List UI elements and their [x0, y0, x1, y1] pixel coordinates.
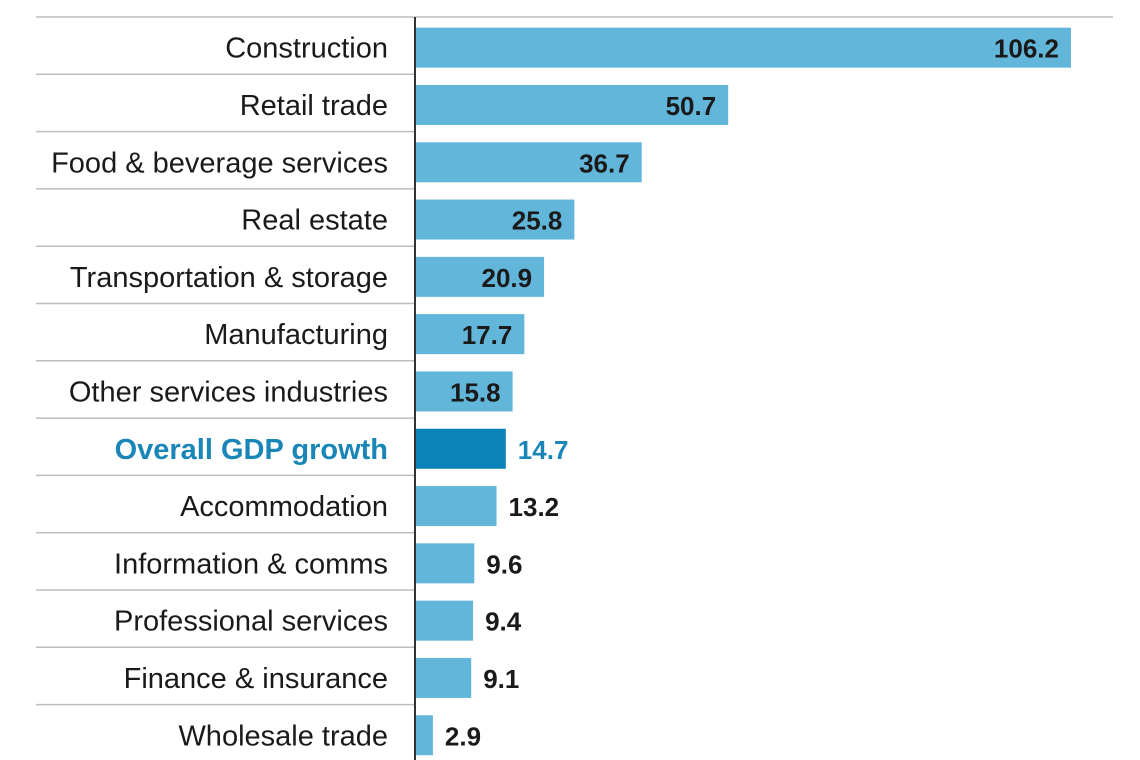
category-labels: Construction Retail trade Food & beverage …	[51, 33, 388, 753]
value-label: 2.9	[445, 721, 481, 751]
category-label: Wholesale trade	[178, 720, 388, 752]
row-separators	[36, 16, 1113, 706]
category-label: Construction	[225, 33, 388, 65]
category-label: Finance & insurance	[124, 663, 388, 695]
bar	[415, 142, 642, 183]
value-label: 13.2	[509, 492, 560, 522]
bar	[415, 27, 1071, 68]
category-label: Accommodation	[180, 491, 388, 523]
value-label: 9.1	[483, 664, 519, 694]
value-label: 14.7	[518, 435, 569, 465]
category-label: Professional services	[114, 606, 388, 638]
bar	[415, 314, 525, 355]
bar	[415, 715, 433, 756]
value-label: 36.7	[579, 148, 630, 178]
category-label: Retail trade	[240, 90, 388, 122]
bar	[415, 543, 475, 584]
bar	[415, 199, 575, 240]
bars	[415, 27, 1071, 756]
value-label: 106.2	[994, 34, 1059, 64]
value-label: 9.4	[485, 607, 522, 637]
value-label: 17.7	[462, 320, 513, 350]
bar	[415, 600, 474, 641]
category-label: Information & comms	[114, 548, 388, 580]
bar	[415, 84, 729, 125]
value-label: 9.6	[486, 549, 522, 579]
bar	[415, 256, 545, 297]
category-label: Transportation & storage	[70, 262, 388, 294]
bar	[415, 657, 472, 698]
value-label: 20.9	[481, 263, 532, 293]
category-label: Real estate	[241, 205, 388, 237]
bar	[415, 371, 513, 412]
category-label: Other services industries	[69, 376, 388, 408]
value-label: 15.8	[450, 377, 501, 407]
category-label: Food & beverage services	[51, 147, 388, 179]
category-label: Overall GDP growth	[115, 434, 388, 466]
value-labels: 106.2 50.7 36.7 25.8 20.9 17.7 15.8 14.7 13.2 9.6…	[445, 34, 1059, 752]
value-label: 25.8	[512, 206, 563, 236]
bar	[415, 428, 506, 469]
category-label: Manufacturing	[204, 319, 388, 351]
bar	[415, 486, 497, 527]
value-label: 50.7	[666, 91, 717, 121]
